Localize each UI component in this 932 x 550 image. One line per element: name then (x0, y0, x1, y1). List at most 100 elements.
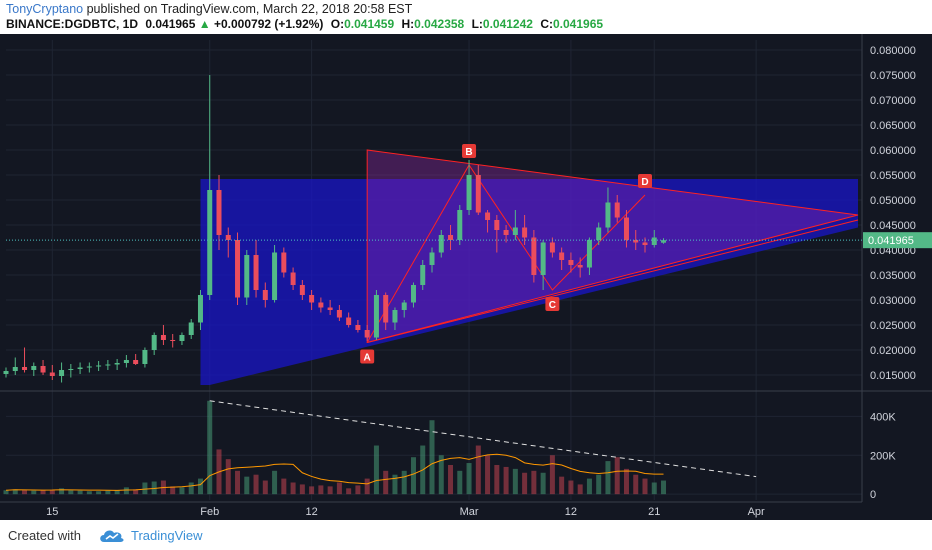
candle-body (327, 307, 333, 310)
date-tick-label: Feb (200, 506, 219, 518)
triangle-pattern (366, 149, 859, 344)
volume-bar (105, 490, 111, 495)
candle-body (429, 252, 435, 265)
candle-body (355, 325, 361, 330)
candle-body (272, 252, 278, 300)
high-label: H: (401, 17, 415, 31)
published-text: published on TradingView.com, March 22, … (86, 2, 413, 16)
date-tick-label: 15 (46, 506, 58, 518)
volume-bar (614, 457, 620, 495)
price-tick-label: 0.070000 (870, 95, 916, 107)
volume-bar (623, 468, 629, 495)
volume-bar (522, 472, 528, 495)
volume-bar (410, 457, 416, 495)
candle-body (336, 310, 342, 318)
candle-body (197, 295, 203, 323)
volume-bar (568, 480, 574, 495)
price-tick-label: 0.045000 (870, 220, 916, 232)
last-price: 0.041965 (145, 17, 196, 31)
abcd-label: D (641, 177, 648, 188)
publish-line: TonyCryptano published on TradingView.co… (6, 2, 412, 16)
volume-tick-label: 400K (870, 411, 896, 423)
volume-bar (272, 470, 278, 495)
volume-bar (336, 482, 342, 495)
chart-header-background (0, 0, 932, 34)
volume-bar (642, 478, 648, 495)
candle-body (188, 322, 194, 335)
volume-bar (123, 487, 129, 495)
candle-body (12, 367, 18, 371)
candle-body (512, 227, 518, 235)
date-tick-label: Apr (748, 506, 765, 518)
volume-bar (68, 490, 74, 495)
candle-body (59, 370, 65, 376)
candle-body (401, 302, 407, 310)
volume-bar (188, 482, 194, 495)
volume-bar (577, 484, 583, 495)
volume-bar (503, 466, 509, 495)
tradingview-brand[interactable]: TradingView (131, 528, 203, 543)
candle-body (40, 366, 46, 373)
volume-bar (22, 489, 28, 495)
candle-body (3, 371, 9, 374)
volume-bar (373, 445, 379, 495)
candles (3, 75, 667, 383)
candle-body (114, 363, 120, 365)
candle-body (281, 252, 287, 273)
volume-bar (86, 491, 92, 495)
volume-bar (596, 474, 602, 495)
abcd-label-box (360, 349, 375, 364)
close-label: C: (540, 17, 553, 31)
volume-bar (59, 488, 65, 495)
candle-body (586, 240, 592, 268)
price-tick-label: 0.025000 (870, 320, 916, 332)
volume-bar (3, 490, 9, 495)
price-tick-label: 0.020000 (870, 345, 916, 357)
candle-body (503, 230, 509, 235)
candle-body (605, 202, 611, 228)
volume-tick-label: 200K (870, 450, 896, 462)
candle-body (559, 252, 565, 260)
date-tick-label: 21 (648, 506, 660, 518)
candle-body (642, 242, 648, 245)
candle-body (31, 366, 37, 370)
price-tick-label: 0.060000 (870, 145, 916, 157)
volume-bar (207, 400, 213, 495)
volume-trend-line (209, 400, 757, 478)
candle-body (160, 335, 166, 340)
candle-body (309, 295, 315, 303)
last-price-label: 0.041965 (868, 235, 914, 247)
volume-bar (549, 455, 555, 495)
volume-bar (253, 474, 259, 495)
volume-bar (225, 459, 231, 495)
volume-pane (3, 400, 757, 495)
volume-tick-label: 0 (870, 489, 876, 501)
candle-body (522, 227, 528, 238)
volume-bar (244, 476, 250, 495)
abcd-label: C (549, 300, 556, 311)
candle-body (661, 240, 667, 243)
candle-body (179, 335, 185, 341)
volume-bar (197, 478, 203, 495)
candle-body (86, 366, 92, 368)
candle-body (133, 360, 139, 364)
candle-body (438, 235, 444, 253)
candle-body (253, 255, 259, 290)
triangle-up-icon: ▲ (198, 17, 211, 31)
volume-bar (77, 490, 83, 495)
candle-body (596, 227, 602, 240)
candle-body (651, 237, 657, 245)
candle-body (123, 360, 129, 363)
candle-body (383, 295, 389, 323)
candle-body (96, 365, 102, 367)
tradingview-cloud-icon[interactable] (98, 526, 126, 546)
author-link[interactable]: TonyCryptano (6, 2, 84, 16)
volume-bar (401, 470, 407, 495)
volume-bar (364, 478, 370, 495)
candle-body (420, 265, 426, 285)
date-tick-label: 12 (565, 506, 577, 518)
symbol-label[interactable]: BINANCE:DGDBTC, 1D (6, 17, 138, 31)
candle-body (494, 220, 500, 230)
volume-bar (559, 476, 565, 495)
